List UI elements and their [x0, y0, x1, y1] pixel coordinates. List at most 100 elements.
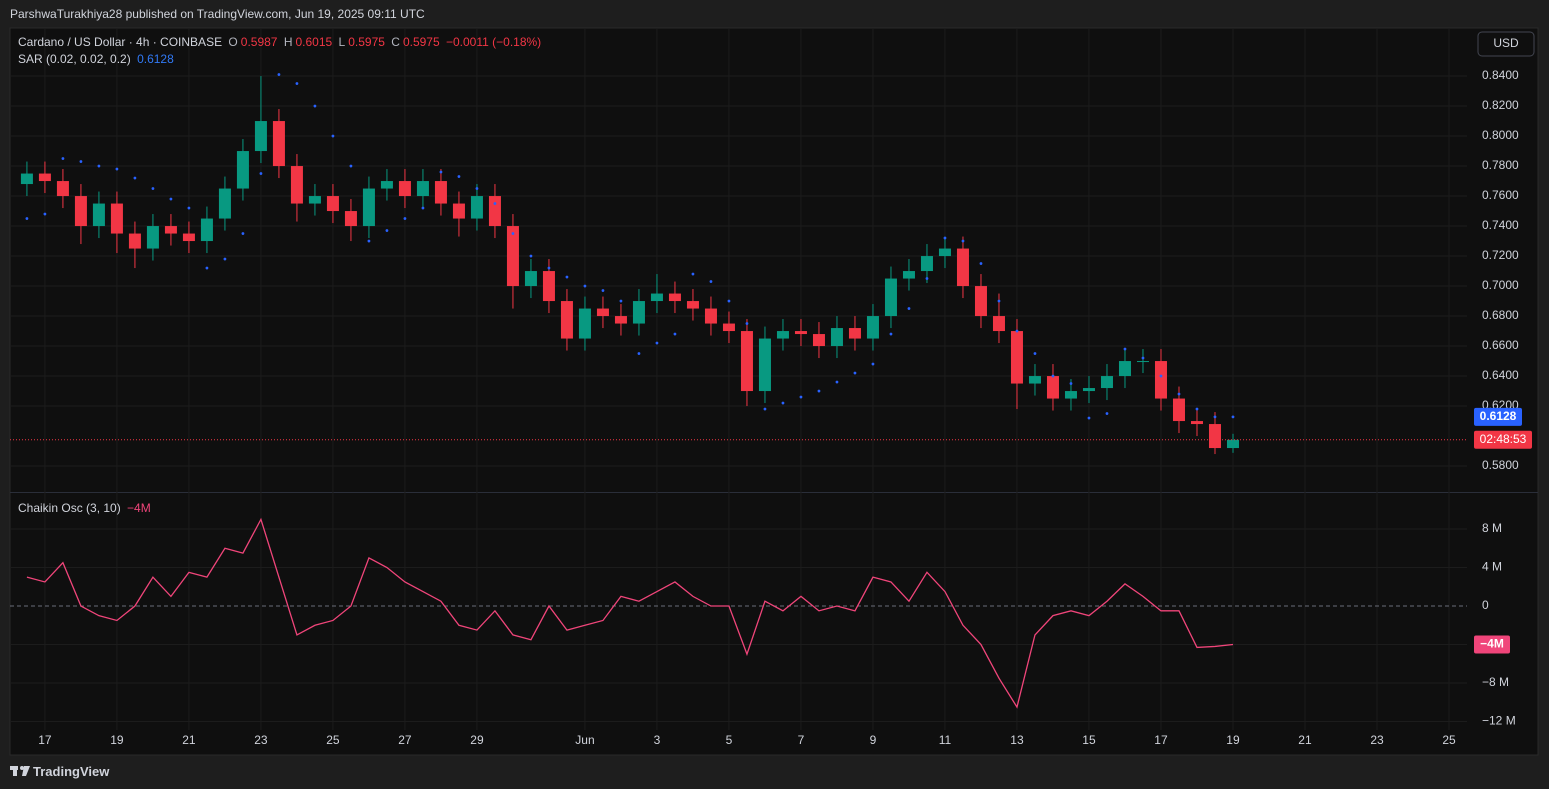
sar-dot [529, 254, 533, 258]
sar-dot [781, 401, 785, 405]
candle-body [506, 226, 519, 287]
currency: USD [1493, 36, 1519, 50]
sar-dot [439, 170, 443, 174]
candle-body [110, 203, 123, 234]
sar-dot [115, 167, 119, 171]
candle-body [470, 196, 483, 219]
candle-body [1190, 421, 1203, 425]
y-tick-label: 0.8200 [1482, 98, 1519, 112]
x-tick-label: 25 [1442, 733, 1456, 747]
sar-dot [763, 407, 767, 411]
y-tick-label: 8 M [1482, 521, 1502, 535]
sar-dot [1231, 415, 1235, 419]
main-legend: Cardano / US Dollar · 4h · COINBASE O 0.5… [18, 35, 544, 49]
sar-dot [745, 322, 749, 325]
sar-dot [871, 362, 875, 366]
sar-dot [1213, 415, 1217, 419]
sar-dot [601, 289, 605, 292]
sar-dot [565, 275, 569, 279]
sar-dot [691, 272, 695, 276]
currency-button[interactable] [1477, 31, 1535, 57]
candle-body [884, 278, 897, 317]
candle-body [380, 181, 393, 189]
candle-body [290, 166, 303, 204]
y-tick-label: 0.7200 [1482, 248, 1519, 262]
candle-body [1028, 376, 1041, 384]
candle-body [1100, 376, 1113, 389]
sar-dot [313, 104, 317, 108]
sar-dot [403, 217, 407, 220]
candle-body [578, 308, 591, 339]
y-tick-label: −12 M [1482, 714, 1516, 728]
candle-body [938, 248, 951, 257]
sar-dot [979, 262, 983, 265]
ohlc-label: C [391, 35, 400, 49]
ohlc-value: 0.5975 [402, 35, 440, 49]
chaikin-value: −4M [127, 501, 151, 515]
candle-body [488, 196, 501, 227]
y-tick-label: 0.8000 [1482, 128, 1519, 142]
sar-dot [673, 332, 677, 336]
publisher: ParshwaTurakhiya28 published on TradingV… [10, 7, 425, 21]
y-tick-label: 0.7000 [1482, 278, 1519, 292]
y-tick-label: 0.8400 [1482, 68, 1519, 82]
x-tick-label: 7 [798, 733, 805, 747]
sar-dot [223, 257, 227, 261]
sar-dot [619, 299, 623, 303]
candle-body [308, 196, 321, 204]
y-tick-label: 0.6800 [1482, 308, 1519, 322]
candle-body [236, 151, 249, 189]
sar-dot [1195, 407, 1199, 411]
sar-dot [853, 371, 857, 375]
candle-body [182, 233, 195, 242]
sar-dot [1141, 356, 1145, 360]
x-tick-label: 9 [870, 733, 877, 747]
chart-panel [9, 27, 1539, 756]
sar-dot [475, 187, 479, 190]
candle-body [92, 203, 105, 227]
sar-dot [511, 232, 515, 235]
sar-dot [961, 239, 965, 243]
candle-body [740, 331, 753, 392]
y-tick-label: 4 M [1482, 560, 1502, 574]
candle-body [956, 248, 969, 287]
sar-legend: SAR (0.02, 0.02, 0.2) 0.6128 [18, 52, 177, 66]
sar-dot [1087, 416, 1091, 420]
sar-dot [799, 395, 803, 399]
candle-body [668, 293, 681, 302]
sar-dot [331, 134, 335, 138]
candle-body [164, 226, 177, 234]
candle-body [326, 196, 339, 212]
candle-body [848, 328, 861, 339]
candle-body [128, 233, 141, 249]
brand: TradingView [33, 764, 110, 779]
chaikin-name: Chaikin Osc (3, 10) [18, 501, 121, 515]
candle-body [272, 121, 285, 167]
ohlc-label: O [228, 35, 238, 49]
y-tick-label: −8 M [1482, 675, 1509, 689]
tradingview-logo [10, 766, 30, 776]
x-tick-label: 25 [326, 733, 340, 747]
y-tick-label: 0.7600 [1482, 188, 1519, 202]
candle-body [830, 328, 843, 347]
candle-body [704, 308, 717, 324]
candle-body [254, 121, 267, 152]
candle-body [812, 334, 825, 347]
candle-body [524, 271, 537, 287]
sar-dot [205, 266, 209, 270]
candle-body [218, 188, 231, 219]
sar-dot [943, 236, 947, 240]
sar-dot [349, 164, 353, 168]
sar-dot [385, 229, 389, 232]
candle-body [758, 338, 771, 392]
candle-body [920, 256, 933, 272]
sar-dot [1069, 382, 1073, 385]
sar-dot [421, 206, 425, 210]
candle-body [1046, 376, 1059, 399]
candle-body [542, 271, 555, 302]
x-tick-label: 29 [470, 733, 484, 747]
y-tick-label: 0 [1482, 598, 1489, 612]
sar-dot [367, 239, 371, 243]
sar-dot [547, 266, 551, 270]
